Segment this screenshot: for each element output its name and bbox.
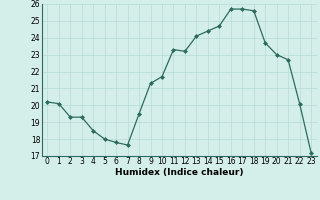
X-axis label: Humidex (Indice chaleur): Humidex (Indice chaleur) <box>115 168 244 177</box>
